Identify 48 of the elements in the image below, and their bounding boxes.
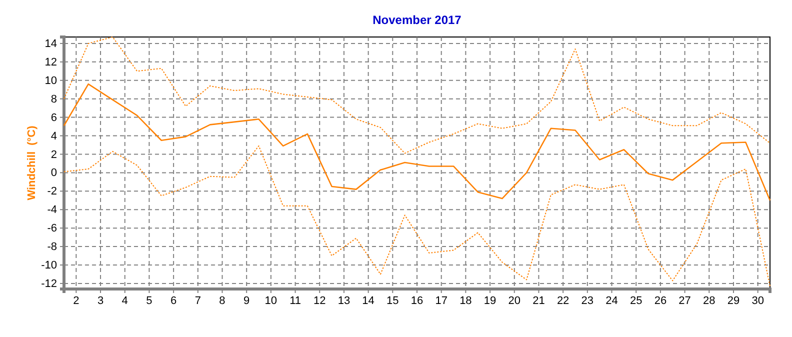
x-tick-label: 19 — [484, 294, 496, 307]
x-tick-label: 24 — [606, 294, 618, 307]
x-tick-label: 2 — [73, 294, 80, 307]
x-tick-label: 14 — [362, 294, 374, 307]
x-tick-label: 17 — [435, 294, 448, 307]
y-tick-label: 12 — [44, 56, 57, 68]
x-tick-label: 27 — [678, 294, 691, 307]
x-tick-label: 11 — [290, 294, 301, 307]
x-tick-label: 26 — [654, 294, 667, 307]
x-tick-label: 25 — [630, 294, 642, 307]
y-tick-label: 4 — [50, 130, 57, 142]
x-tick-label: 12 — [313, 294, 326, 307]
line-series — [64, 145, 770, 287]
y-tick-label: -2 — [47, 186, 57, 198]
x-tick-label: 20 — [508, 294, 521, 307]
x-tick-label: 9 — [244, 294, 250, 307]
line-series — [64, 36, 770, 154]
y-tick-label: -6 — [47, 222, 57, 235]
x-tick-label: 4 — [122, 294, 128, 307]
y-tick-label: 6 — [50, 112, 57, 124]
y-tick-label: 10 — [44, 74, 57, 87]
x-tick-label: 6 — [170, 294, 177, 307]
x-tick-label: 29 — [727, 294, 740, 307]
x-tick-label: 18 — [460, 294, 472, 307]
x-tick-label: 5 — [146, 294, 152, 307]
x-tick-label: 30 — [752, 294, 764, 307]
x-tick-label: 10 — [264, 294, 278, 307]
x-tick-label: 21 — [532, 294, 545, 307]
y-tick-label: 2 — [50, 148, 57, 161]
x-tick-label: 16 — [410, 294, 424, 307]
y-axis-title: Windchill (°C) — [26, 125, 38, 200]
x-tick-label: 8 — [219, 294, 226, 307]
x-tick-label: 7 — [194, 294, 201, 307]
y-tick-label: -4 — [47, 204, 57, 216]
y-tick-label: -10 — [41, 260, 57, 272]
chart-title: November 2017 — [372, 13, 462, 27]
y-tick-label: -8 — [47, 241, 57, 254]
x-tick-label: 13 — [338, 294, 350, 307]
x-tick-label: 15 — [386, 294, 399, 307]
line-series — [63, 83, 771, 202]
x-tick-label: 23 — [581, 294, 594, 307]
y-tick-label: 14 — [44, 38, 57, 50]
x-tick-label: 28 — [703, 294, 716, 307]
x-tick-label: 3 — [97, 294, 104, 307]
y-tick-label: 8 — [50, 93, 57, 106]
y-tick-label: -12 — [41, 278, 57, 290]
x-tick-label: 22 — [556, 294, 570, 307]
y-tick-label: 0 — [50, 167, 57, 180]
